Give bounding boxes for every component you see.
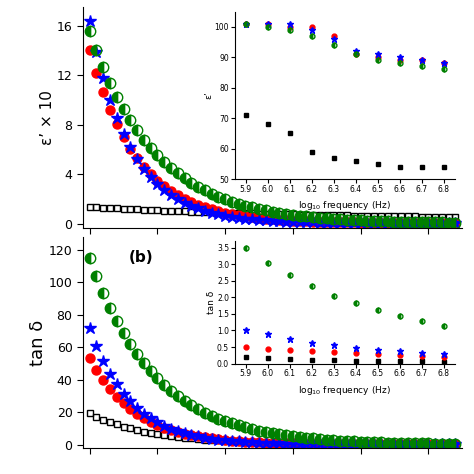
Y-axis label: ε’ × 10: ε’ × 10 (40, 90, 55, 145)
Y-axis label: tan δ: tan δ (29, 319, 47, 365)
Text: (b): (b) (128, 250, 153, 264)
